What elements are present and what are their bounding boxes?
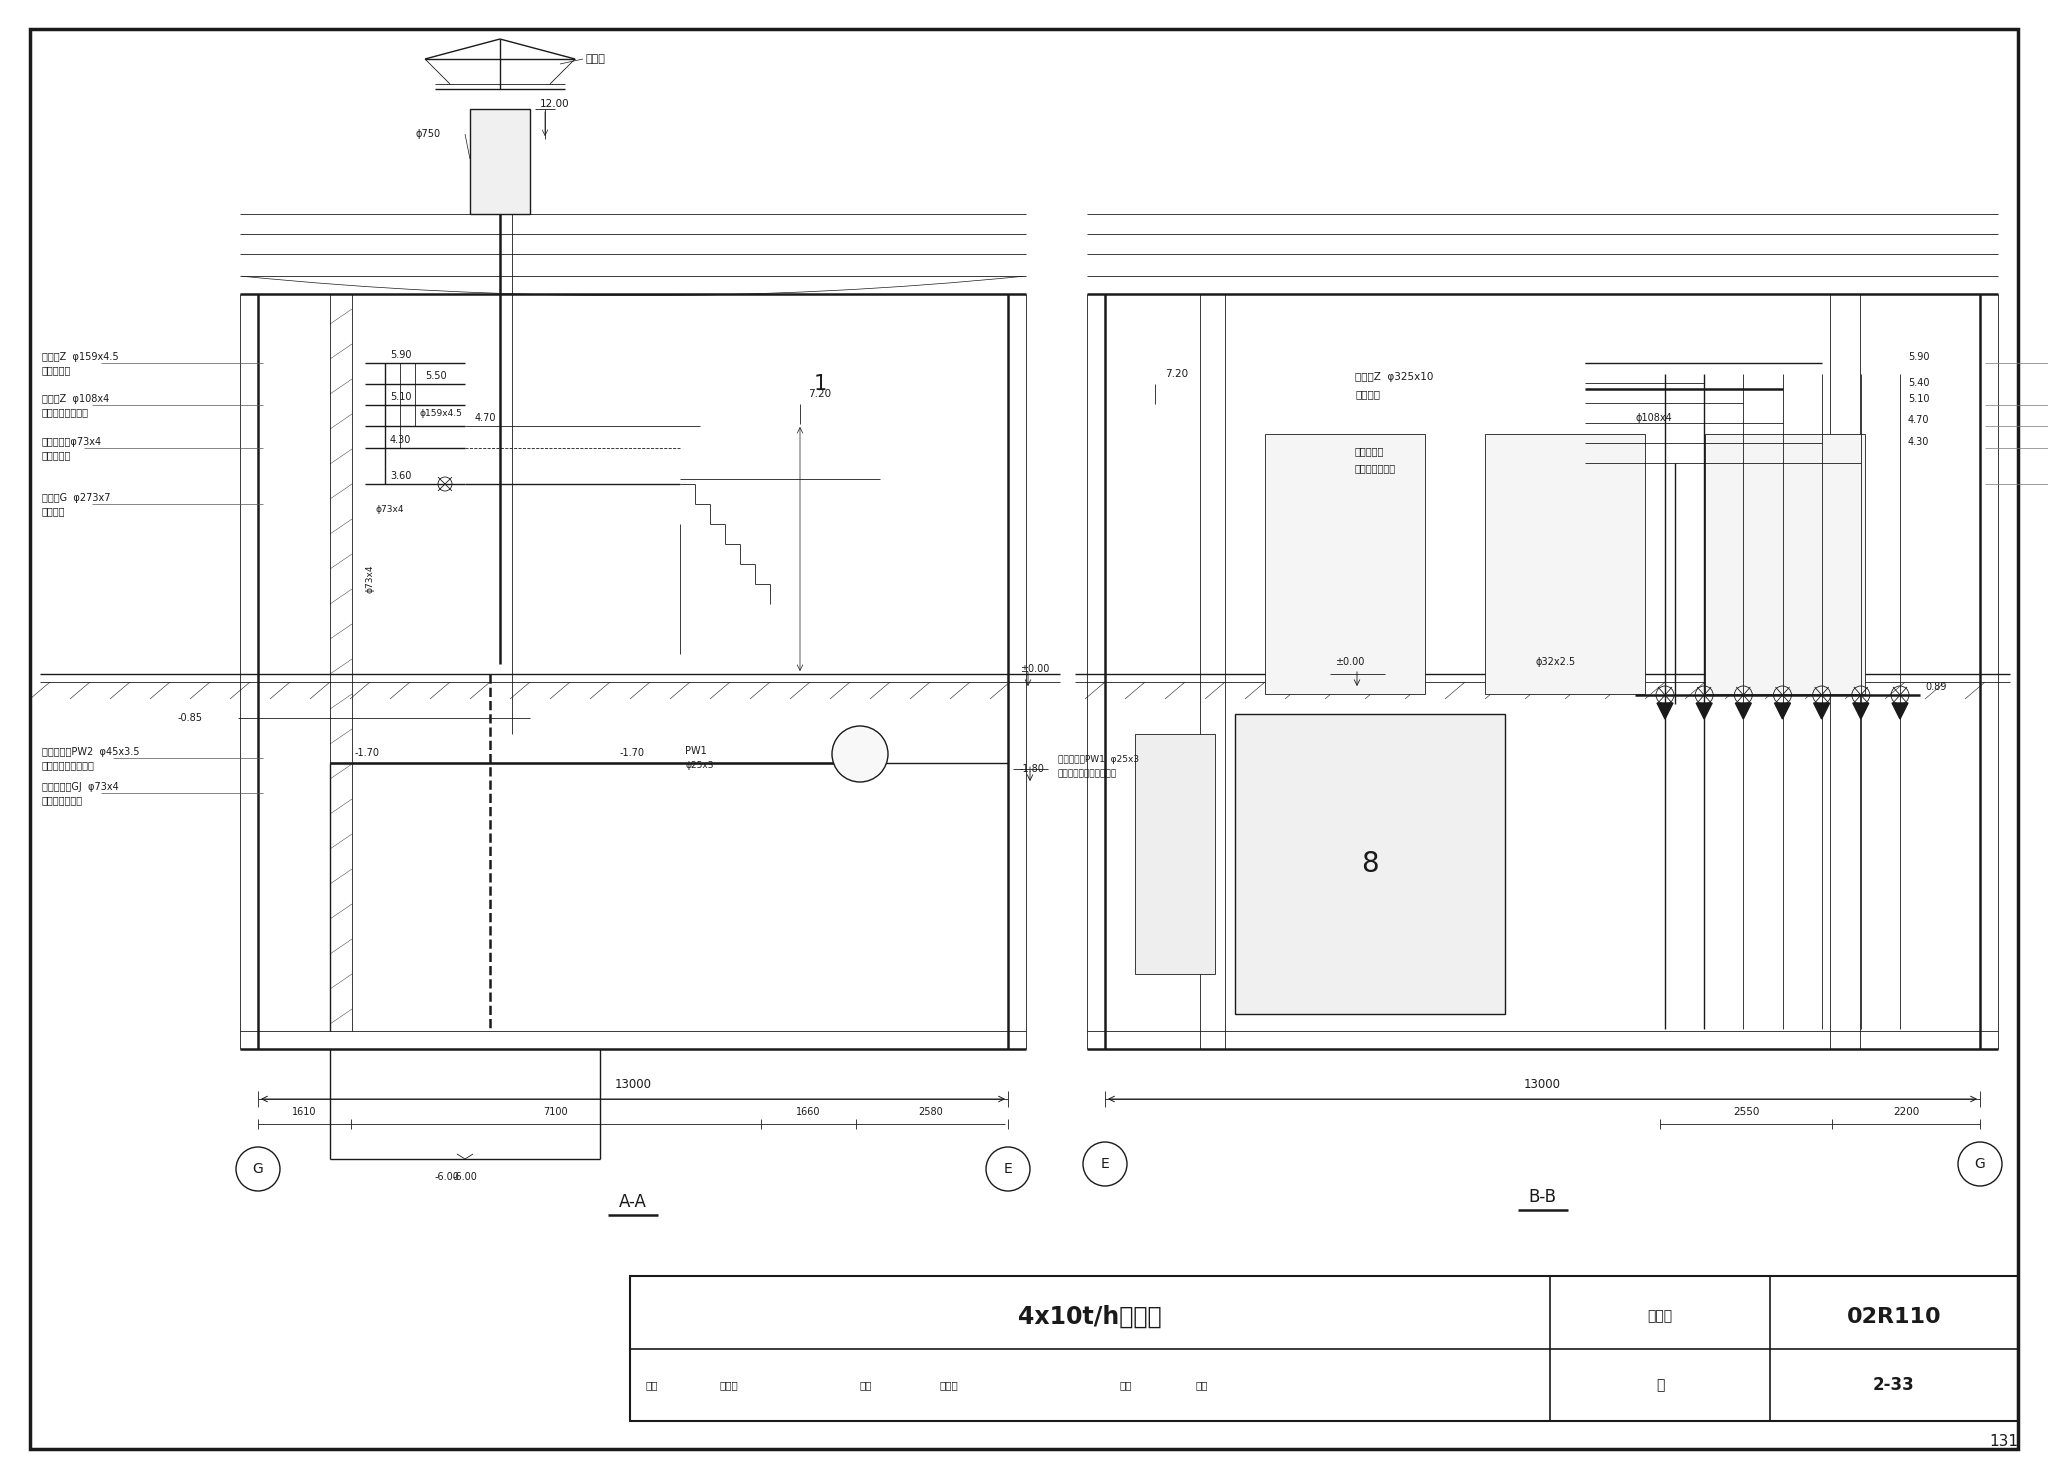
Polygon shape — [1853, 703, 1870, 719]
Text: 5.40: 5.40 — [1909, 379, 1929, 387]
Bar — [1485, 433, 1645, 694]
Text: 接至除氧器: 接至除氧器 — [43, 450, 72, 460]
Text: A-A: A-A — [618, 1194, 647, 1211]
Circle shape — [1083, 1142, 1126, 1186]
Text: 紧急放气管: 紧急放气管 — [1356, 447, 1384, 456]
Text: 校对: 校对 — [860, 1380, 872, 1390]
Polygon shape — [1892, 703, 1909, 719]
Text: ϕ73x4: ϕ73x4 — [365, 565, 375, 593]
Text: ϕ25x3: ϕ25x3 — [684, 760, 713, 769]
Bar — [469, 109, 530, 214]
Text: 李安林: 李安林 — [940, 1380, 958, 1390]
Text: B-B: B-B — [1528, 1188, 1556, 1205]
Text: 4.30: 4.30 — [1909, 436, 1929, 447]
Text: 赵宇: 赵宇 — [1194, 1380, 1208, 1390]
Text: 1660: 1660 — [797, 1106, 821, 1117]
Text: 自锅炉连续排污至膨胀器: 自锅炉连续排污至膨胀器 — [1059, 769, 1116, 778]
Circle shape — [1958, 1142, 2003, 1186]
Text: -0.85: -0.85 — [178, 713, 203, 723]
Text: 0.89: 0.89 — [1925, 682, 1946, 692]
Polygon shape — [1735, 703, 1751, 719]
Text: -1.70: -1.70 — [621, 748, 645, 759]
Text: 12.00: 12.00 — [541, 99, 569, 109]
Text: 燃气管G  φ273x7: 燃气管G φ273x7 — [43, 493, 111, 503]
Bar — [1266, 433, 1425, 694]
Text: 蒸汽管Z  φ108x4: 蒸汽管Z φ108x4 — [43, 393, 109, 404]
Bar — [1235, 714, 1505, 1015]
Circle shape — [985, 1148, 1030, 1191]
Text: E: E — [1004, 1162, 1012, 1176]
Text: ±0.00: ±0.00 — [1020, 664, 1049, 674]
Text: 7100: 7100 — [543, 1106, 567, 1117]
Text: ±0.00: ±0.00 — [1335, 657, 1364, 667]
Text: 蒸汽管Z  φ159x4.5: 蒸汽管Z φ159x4.5 — [43, 352, 119, 362]
Text: 7.20: 7.20 — [809, 389, 831, 399]
Text: 1: 1 — [813, 374, 827, 393]
Text: 连续排污管PW1  φ25x3: 连续排污管PW1 φ25x3 — [1059, 754, 1139, 763]
Text: 图集号: 图集号 — [1647, 1309, 1673, 1324]
Text: ϕ73x4: ϕ73x4 — [375, 504, 403, 513]
Text: 调节回水管φ73x4: 调节回水管φ73x4 — [43, 436, 102, 447]
Bar — [1135, 734, 1214, 975]
Text: 02R110: 02R110 — [1847, 1306, 1942, 1327]
Circle shape — [236, 1148, 281, 1191]
Text: 1610: 1610 — [293, 1106, 317, 1117]
Text: -1.70: -1.70 — [354, 748, 381, 759]
Text: 接自锅炉给水泵: 接自锅炉给水泵 — [43, 796, 84, 805]
Circle shape — [831, 726, 889, 782]
Text: E: E — [1100, 1157, 1110, 1171]
Text: 赵其单: 赵其单 — [721, 1380, 739, 1390]
Text: ϕ159x4.5: ϕ159x4.5 — [420, 408, 463, 417]
Text: 5.10: 5.10 — [1909, 393, 1929, 404]
Polygon shape — [1696, 703, 1712, 719]
Text: 2580: 2580 — [918, 1106, 942, 1117]
Text: 接自外网: 接自外网 — [43, 506, 66, 516]
Text: 2200: 2200 — [1892, 1106, 1919, 1117]
Text: 5.10: 5.10 — [389, 392, 412, 402]
Text: 蒸汽管Z  φ325x10: 蒸汽管Z φ325x10 — [1356, 373, 1434, 382]
Text: 4x10t/h剖视图: 4x10t/h剖视图 — [1018, 1304, 1161, 1328]
Text: 接至室外排污降温池: 接至室外排污降温池 — [43, 760, 94, 771]
Text: 4.30: 4.30 — [389, 435, 412, 445]
Text: ϕ750: ϕ750 — [416, 129, 440, 139]
Text: 4.70: 4.70 — [1909, 416, 1929, 424]
Text: 接至外网: 接至外网 — [1356, 389, 1380, 399]
Text: 接至分汽缸: 接至分汽缸 — [43, 365, 72, 376]
Bar — [631, 1276, 2017, 1421]
Text: ϕ108x4: ϕ108x4 — [1634, 413, 1671, 423]
Text: 设计: 设计 — [1120, 1380, 1133, 1390]
Text: 审核: 审核 — [645, 1380, 657, 1390]
Text: G: G — [252, 1162, 264, 1176]
Text: 2550: 2550 — [1733, 1106, 1759, 1117]
Text: 13000: 13000 — [614, 1078, 651, 1092]
Text: -1.80: -1.80 — [1020, 765, 1044, 774]
Text: 消声器: 消声器 — [586, 55, 604, 64]
Text: 5.90: 5.90 — [1909, 352, 1929, 362]
Text: 131: 131 — [1989, 1433, 2017, 1448]
Text: 4.70: 4.70 — [475, 413, 496, 423]
Text: 13000: 13000 — [1524, 1078, 1561, 1092]
Text: 7.20: 7.20 — [1165, 368, 1188, 379]
Text: 自分汽缸至除氧器: 自分汽缸至除氧器 — [43, 407, 88, 417]
Text: PW1: PW1 — [684, 745, 707, 756]
Polygon shape — [1815, 703, 1829, 719]
Text: 页: 页 — [1657, 1378, 1665, 1392]
Text: G: G — [1974, 1157, 1985, 1171]
Text: 8: 8 — [1362, 850, 1378, 879]
Text: 5.50: 5.50 — [426, 371, 446, 382]
Text: ϕ32x2.5: ϕ32x2.5 — [1536, 657, 1575, 667]
Text: 2-33: 2-33 — [1874, 1375, 1915, 1395]
Polygon shape — [1774, 703, 1790, 719]
Bar — [1706, 433, 1866, 694]
Text: -6.00: -6.00 — [434, 1171, 459, 1182]
Text: 3.60: 3.60 — [389, 470, 412, 481]
Text: 锅炉给水管GJ  φ73x4: 锅炉给水管GJ φ73x4 — [43, 782, 119, 791]
Text: 接至室外安全处: 接至室外安全处 — [1356, 463, 1397, 473]
Text: -6.00: -6.00 — [453, 1171, 477, 1182]
Text: 定期排污管PW2  φ45x3.5: 定期排污管PW2 φ45x3.5 — [43, 747, 139, 757]
Polygon shape — [1657, 703, 1673, 719]
Text: 5.90: 5.90 — [389, 351, 412, 359]
